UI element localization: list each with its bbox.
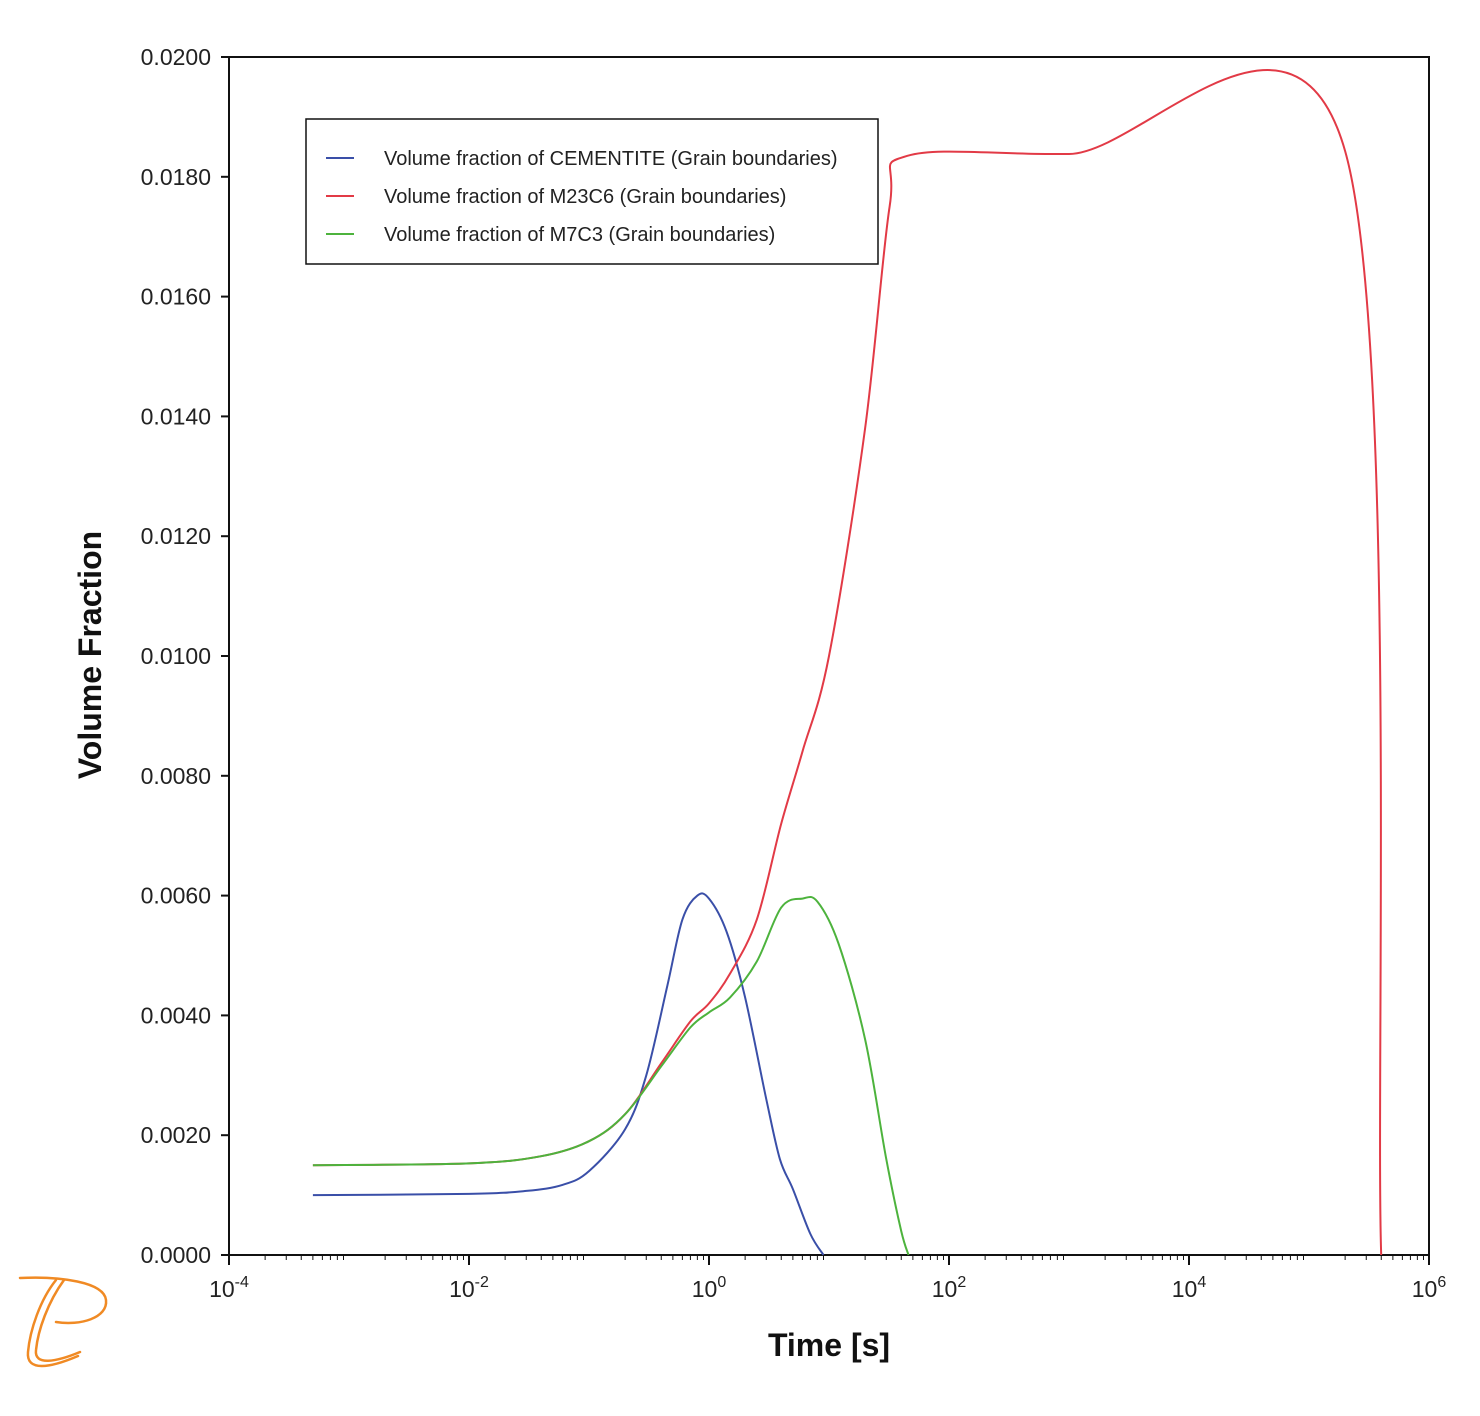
y-tick-label: 0.0060 <box>141 883 211 909</box>
x-tick-label: 100 <box>692 1274 727 1302</box>
y-tick-label: 0.0200 <box>141 44 211 70</box>
y-tick-label: 0.0180 <box>141 164 211 190</box>
legend-entry: Volume fraction of M23C6 (Grain boundari… <box>384 186 786 208</box>
legend-entry: Volume fraction of CEMENTITE (Grain boun… <box>384 148 838 170</box>
y-tick-label: 0.0100 <box>141 643 211 669</box>
thermo-calc-logo <box>18 1276 108 1368</box>
y-tick-label: 0.0160 <box>141 284 211 310</box>
legend-entry: Volume fraction of M7C3 (Grain boundarie… <box>384 224 775 246</box>
y-tick-label: 0.0000 <box>141 1242 211 1268</box>
x-tick-label: 102 <box>932 1274 967 1302</box>
series-line-3 <box>312 895 910 1256</box>
x-axis-title: Time [s] <box>768 1327 890 1363</box>
y-tick-label: 0.0080 <box>141 763 211 789</box>
x-tick-label: 106 <box>1412 1274 1447 1302</box>
y-tick-label: 0.0020 <box>141 1122 211 1148</box>
series-lines <box>312 69 1383 1256</box>
y-tick-label: 0.0040 <box>141 1002 211 1028</box>
x-axis-ticks: 10-4 10-2 100 102 104 106 <box>209 1255 1446 1302</box>
x-tick-label: 104 <box>1172 1274 1207 1302</box>
y-axis-ticks: 0.0000 0.0020 0.0040 0.0060 0.0080 0.0100 0.01… <box>141 44 229 1268</box>
legend-box <box>305 118 879 265</box>
y-axis-title: Volume Fraction <box>72 531 108 779</box>
y-tick-label: 0.0140 <box>141 403 211 429</box>
series-line-1 <box>312 892 825 1256</box>
legend: Volume fraction of CEMENTITE (Grain boun… <box>305 118 879 265</box>
x-tick-label: 10-4 <box>209 1274 249 1302</box>
x-tick-label: 10-2 <box>449 1274 489 1302</box>
y-tick-label: 0.0120 <box>141 523 211 549</box>
